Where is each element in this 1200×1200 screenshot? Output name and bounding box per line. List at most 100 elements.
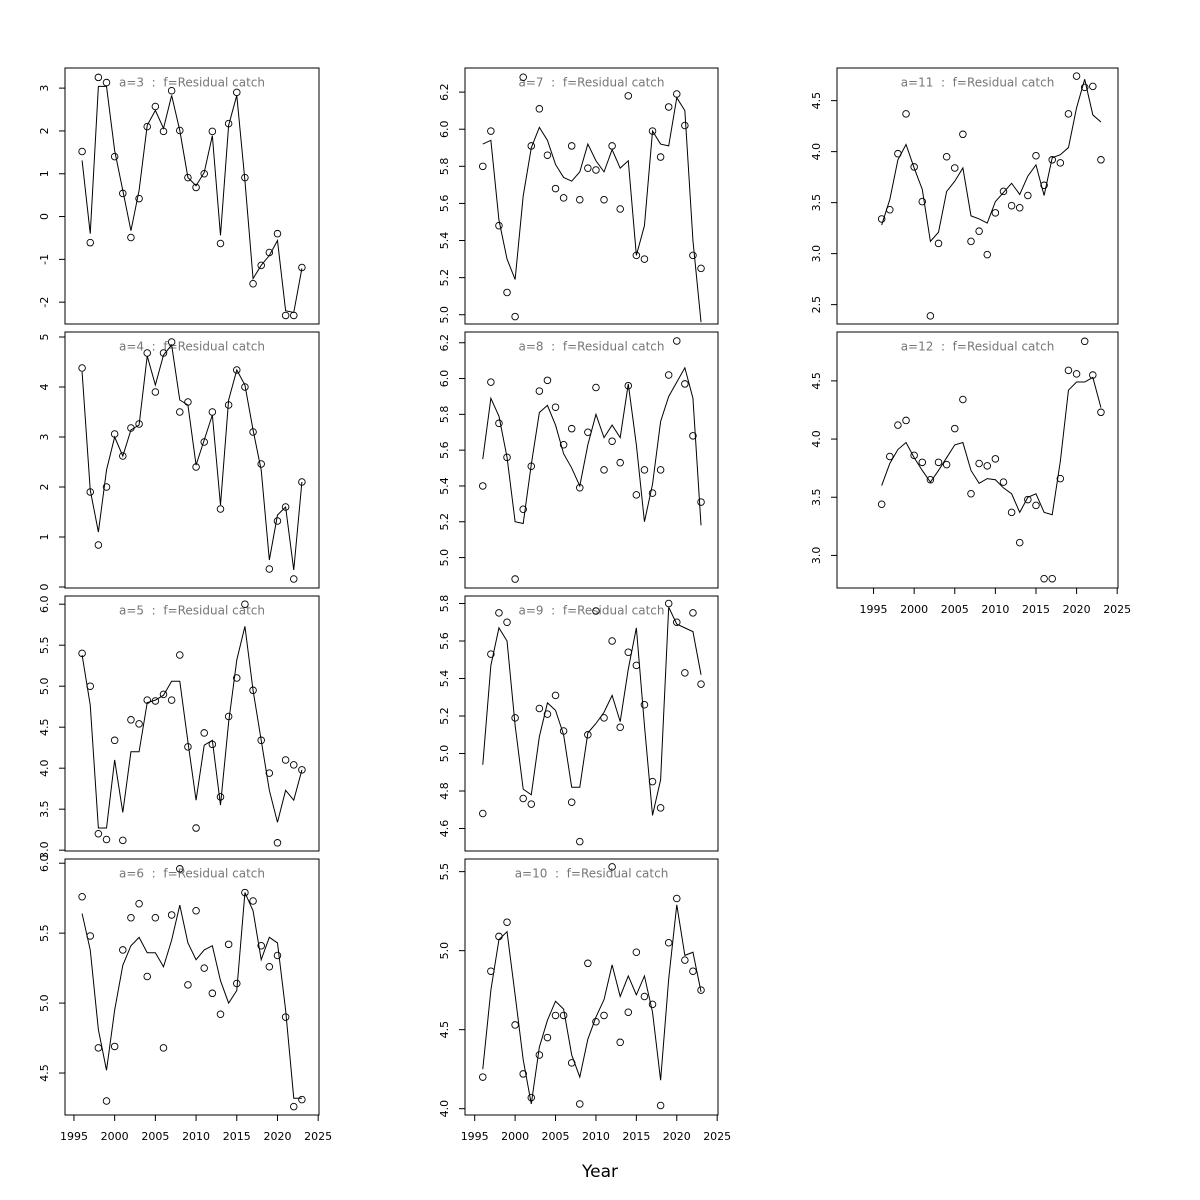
point (967, 237, 975, 246)
point (632, 491, 641, 499)
y-tick-label: 6.0 (438, 120, 451, 138)
y-tick-label: 5.0 (438, 549, 451, 567)
point (192, 824, 200, 832)
point (216, 505, 225, 513)
point (877, 500, 886, 508)
point (503, 618, 511, 627)
point (208, 127, 217, 136)
point (176, 126, 184, 135)
point (689, 609, 697, 617)
point (681, 121, 689, 130)
fit-line (881, 79, 1102, 243)
point (975, 227, 983, 235)
y-tick-label: 3.5 (810, 194, 823, 212)
y-tick-label: 3 (38, 85, 51, 92)
point (1072, 370, 1081, 378)
point (233, 674, 241, 682)
point (94, 830, 103, 838)
plot-frame (64, 595, 320, 852)
y-tick-label: 5.8 (438, 595, 451, 613)
y-tick-label: 4.0 (810, 430, 823, 448)
point (640, 466, 649, 474)
point (273, 229, 282, 238)
point (1032, 501, 1040, 510)
panel: a=7 : f=Residual catch 5.0 5.2 5.4 5.6 5.8 6.0… (438, 67, 719, 325)
y-tick-label: 4.6 (438, 820, 451, 838)
point (527, 1093, 536, 1102)
point (290, 1102, 298, 1111)
point (640, 255, 649, 263)
point (999, 478, 1008, 486)
point (664, 371, 673, 379)
fit-line (482, 607, 702, 816)
point (608, 437, 616, 445)
point (975, 459, 983, 468)
point (656, 1101, 665, 1110)
point (584, 731, 592, 739)
panel: a=4 : f=Residual catch 0 1 2 3 4 5 (38, 331, 320, 591)
point (681, 956, 689, 964)
y-tick-label: 4.5 (38, 1064, 51, 1082)
point (143, 122, 151, 131)
point (559, 1011, 568, 1020)
point (664, 599, 673, 608)
panel-title: a=6 : f=Residual catch (119, 867, 265, 881)
point (576, 837, 584, 846)
y-tick-label: 5.5 (38, 924, 51, 942)
y-tick-label: 5.4 (438, 670, 451, 688)
panel-title: a=11 : f=Residual catch (901, 76, 1055, 90)
point (487, 650, 495, 658)
point (664, 939, 673, 947)
point (624, 1008, 633, 1017)
x-tick-label: 2025 (1103, 603, 1131, 616)
x-tick-label: 2025 (304, 1130, 332, 1143)
point (519, 794, 527, 803)
point (1048, 156, 1056, 164)
point (102, 78, 111, 87)
y-tick-label: 4.5 (810, 92, 823, 110)
point (200, 729, 208, 737)
y-tick-label: 6.0 (38, 595, 51, 613)
point (632, 948, 641, 956)
y-tick-label: 5.0 (38, 677, 51, 695)
point (1048, 574, 1056, 583)
point (656, 466, 665, 474)
point (1015, 203, 1024, 212)
y-tick-label: 0 (38, 584, 51, 591)
point (265, 962, 274, 971)
y-tick-label: 4.5 (438, 1021, 451, 1039)
point (216, 793, 225, 801)
point (241, 383, 249, 391)
point (495, 221, 503, 230)
point (983, 462, 991, 470)
point (584, 164, 592, 172)
x-tick-label: 2015 (622, 1130, 650, 1143)
point (511, 312, 519, 321)
point (616, 723, 624, 732)
point (159, 1044, 168, 1052)
point (592, 383, 600, 392)
x-tick-label: 2020 (263, 1130, 291, 1143)
y-tick-label: 5.6 (438, 441, 451, 459)
point (257, 941, 265, 950)
point (951, 164, 959, 172)
point (608, 142, 616, 150)
point (624, 92, 633, 100)
y-tick-label: 5 (38, 334, 51, 341)
y-tick-label: 5.6 (438, 632, 451, 650)
point (697, 264, 705, 273)
point (511, 1021, 519, 1029)
point (249, 280, 257, 288)
panel-title: a=4 : f=Residual catch (119, 340, 265, 354)
point (1056, 159, 1065, 167)
point (167, 911, 176, 919)
y-tick-label: 3.0 (810, 547, 823, 565)
y-tick-label: 1 (38, 534, 51, 541)
y-tick-label: 5.4 (438, 232, 451, 250)
point (991, 455, 1000, 463)
point (511, 575, 519, 583)
y-tick-label: 2.5 (810, 296, 823, 314)
x-tick-label: 1995 (461, 1130, 489, 1143)
panel: a=9 : f=Residual catch 4.6 4.8 5.0 5.2 5.4 5.6… (438, 595, 719, 852)
